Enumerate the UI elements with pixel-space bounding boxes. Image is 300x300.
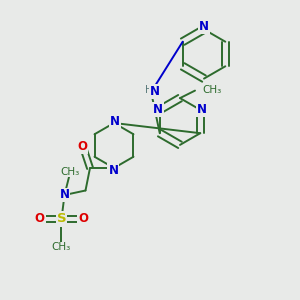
Text: O: O	[34, 212, 45, 225]
Text: N: N	[149, 85, 160, 98]
Text: N: N	[199, 20, 209, 34]
Text: CH₃: CH₃	[202, 85, 222, 95]
Text: N: N	[153, 103, 163, 116]
Text: N: N	[110, 115, 120, 128]
Text: O: O	[77, 140, 88, 153]
Text: S: S	[57, 212, 66, 226]
Text: O: O	[78, 212, 88, 225]
Text: CH₃: CH₃	[60, 167, 80, 177]
Text: N: N	[108, 164, 118, 177]
Text: N: N	[197, 103, 207, 116]
Text: H: H	[145, 85, 152, 95]
Text: CH₃: CH₃	[52, 242, 71, 253]
Text: N: N	[59, 188, 70, 202]
